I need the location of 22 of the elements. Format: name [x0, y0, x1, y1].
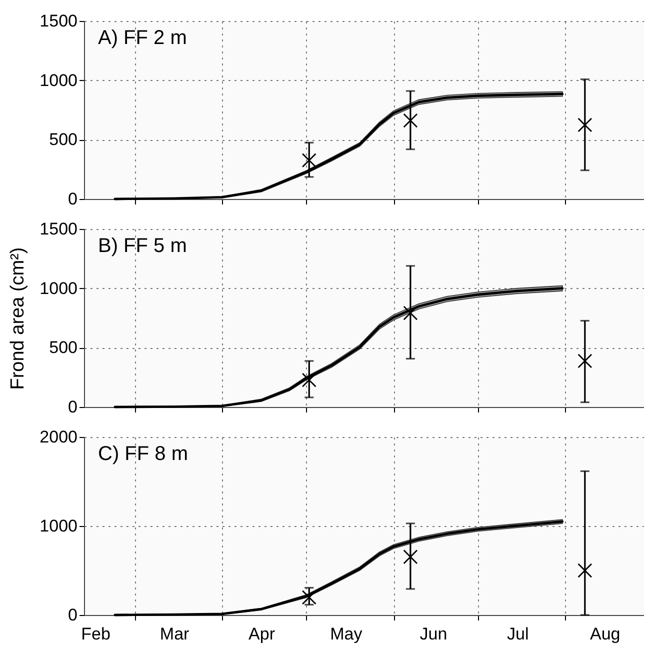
- x-tick-label: May: [330, 624, 363, 644]
- chart-title: A) FF 2 m: [98, 27, 187, 49]
- y-tick-label: 1500: [40, 12, 78, 30]
- y-tick-label: 1000: [40, 516, 78, 536]
- x-tick-label: Feb: [81, 624, 110, 644]
- x-tick-label: Aug: [590, 624, 620, 644]
- y-tick-label: 1000: [40, 278, 78, 298]
- y-tick-label: 500: [49, 130, 78, 150]
- x-tick-label: Mar: [160, 624, 190, 644]
- x-tick-label: Jul: [507, 624, 529, 644]
- y-tick-label: 500: [49, 338, 78, 358]
- y-tick-label: 1500: [40, 220, 78, 238]
- y-tick-label: 1000: [40, 70, 78, 90]
- y-tick-label: 0: [68, 606, 78, 624]
- y-tick-label: 2000: [40, 428, 78, 446]
- y-tick-label: 0: [68, 398, 78, 416]
- chart-title: B) FF 5 m: [98, 235, 187, 257]
- x-tick-label: Jun: [420, 624, 448, 644]
- x-tick-label: Apr: [248, 624, 276, 644]
- chart-title: C) FF 8 m: [98, 443, 188, 465]
- y-tick-label: 0: [68, 190, 78, 208]
- y-axis-title: Frond area (cm²): [8, 247, 28, 390]
